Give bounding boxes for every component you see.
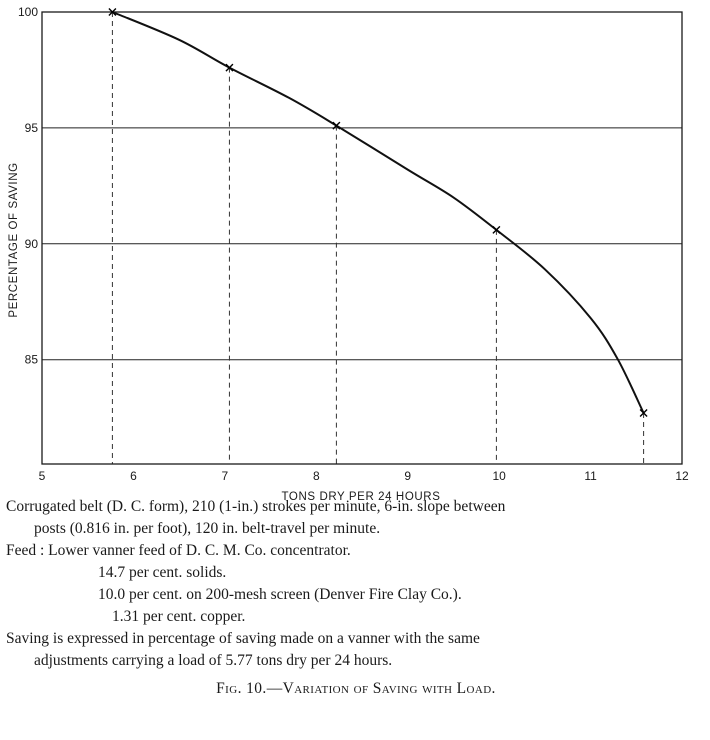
caption-line-solids: 14.7 per cent. solids. [98, 564, 227, 581]
caption-line-posts: posts (0.816 in. per foot), 120 in. belt… [34, 520, 381, 537]
series-curve [112, 11, 645, 414]
x-axis-title: TONS DRY PER 24 HOURS [282, 491, 441, 500]
x-tick-label-5: 5 [39, 469, 46, 483]
x-tick-label-12: 12 [675, 469, 689, 483]
caption-line-mesh: 10.0 per cent. on 200-mesh screen (Denve… [98, 586, 462, 603]
y-tick-label-100: 100 [18, 5, 38, 19]
x-tick-labels: 5 6 7 8 9 10 11 12 [39, 469, 689, 483]
x-tick-label-11: 11 [584, 469, 597, 483]
figure-title: Fig. 10.—Variation of Saving with Load. [216, 680, 496, 697]
x-tick-label-10: 10 [492, 469, 506, 483]
x-tick-label-8: 8 [313, 469, 320, 483]
chart: 5 6 7 8 9 10 11 12 85 90 95 100 TONS DRY PER 24 HO… [8, 5, 689, 500]
x-tick-label-9: 9 [404, 469, 411, 483]
caption-line-adjustments: adjustments carrying a load of 5.77 tons… [34, 652, 393, 669]
x-tick-label-7: 7 [222, 469, 229, 483]
x-tick-label-6: 6 [130, 469, 137, 483]
grid-lines [42, 11, 682, 361]
figure-caption: Corrugated belt (D. C. form), 210 (1-in.… [6, 496, 706, 700]
drop-lines [111, 12, 645, 464]
caption-line-belt: Corrugated belt (D. C. form), 210 (1-in.… [6, 498, 506, 515]
y-tick-label-85: 85 [25, 353, 39, 367]
y-tick-label-95: 95 [25, 121, 39, 135]
caption-line-copper: 1.31 per cent. copper. [112, 608, 246, 625]
data-point-3 [492, 225, 501, 234]
data-point-0 [108, 8, 117, 16]
data-point-4 [639, 409, 648, 418]
data-point-1 [225, 63, 234, 72]
y-tick-labels: 85 90 95 100 [18, 5, 38, 367]
y-tick-label-90: 90 [25, 237, 39, 251]
y-axis-title: PERCENTAGE OF SAVING [8, 162, 20, 317]
caption-line-saving: Saving is expressed in percentage of sav… [6, 630, 480, 647]
plot-frame [41, 11, 683, 465]
data-markers [108, 8, 648, 418]
caption-line-feed: Feed : Lower vanner feed of D. C. M. Co.… [6, 542, 351, 559]
data-point-2 [332, 121, 341, 130]
